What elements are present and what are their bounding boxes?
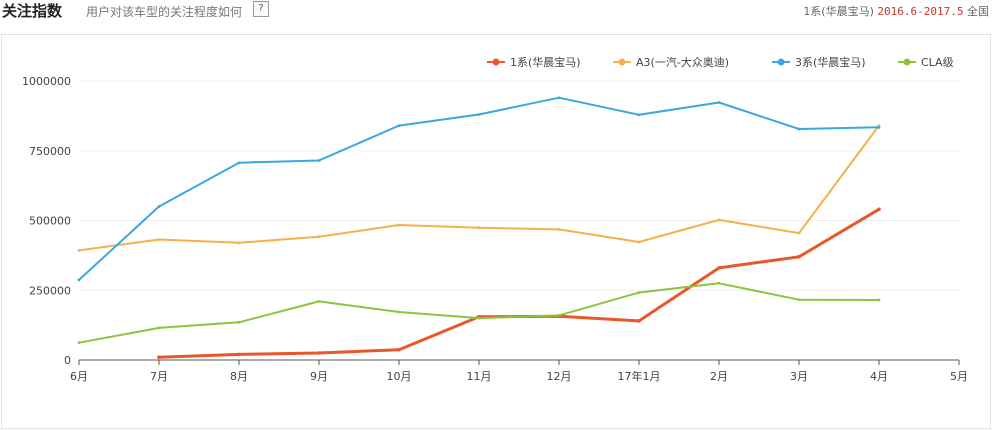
data-point [557,228,561,231]
x-tick-label: 9月 [310,370,328,383]
x-tick-label: 7月 [150,370,168,383]
y-tick-label: 0 [64,354,71,367]
line-chart: 0 250000 500000 750000 1000000 6月 7月 8月 9月 10月 11月… [22,55,968,383]
x-tick-label: 3月 [790,370,808,383]
data-point [717,101,721,104]
data-point [77,278,81,282]
series-line [78,282,880,344]
data-point [317,351,321,355]
data-point [77,248,81,252]
data-point [717,266,721,270]
x-tick-label: 2月 [710,370,728,383]
data-point [637,113,641,117]
page-title: 关注指数 [2,2,63,20]
data-point [877,298,881,302]
range-info: 1系(华晨宝马) 2016.6-2017.5 全国 [803,3,989,19]
legend-label: 1系(华晨宝马) [510,55,581,69]
date-range: 2016.6-2017.5 [877,5,964,18]
data-point [317,159,321,162]
data-point [397,223,401,227]
y-tick-label: 750000 [29,145,71,158]
y-tick-label: 500000 [29,215,71,228]
data-point [237,320,241,324]
data-point [157,238,161,241]
data-point [157,205,161,208]
x-tick-label: 12月 [547,370,572,383]
region-name: 全国 [967,5,989,18]
page-header: 关注指数 用户对该车型的关注程度如何 ? 1系(华晨宝马) 2016.6-201… [0,0,993,22]
data-point [317,235,321,239]
legend-label: 3系(华晨宝马) [795,55,866,69]
legend-marker-dot [903,58,911,66]
page-subtitle: 用户对该车型的关注程度如何 [86,5,243,19]
data-point [637,240,641,244]
chart-panel: 0 250000 500000 750000 1000000 6月 7月 8月 9月 10月 11月… [1,34,991,429]
data-point [397,310,401,314]
data-point [157,326,161,330]
data-point [237,241,241,245]
data-point [717,218,721,222]
data-point [317,300,321,303]
data-point [477,226,481,230]
data-point [477,316,481,320]
x-tick-label: 6月 [70,370,88,383]
data-point [237,352,241,357]
data-point [637,319,641,323]
car-name: 1系(华晨宝马) [803,5,874,18]
series-line [78,124,880,252]
y-tick-label: 250000 [29,284,71,297]
x-tick-label: 10月 [387,370,412,383]
data-point [717,281,721,285]
y-tick-label: 1000000 [22,75,71,88]
data-point [237,161,241,165]
legend-marker-dot [492,58,500,66]
data-point [797,127,801,131]
data-point [797,231,801,235]
data-point [77,341,81,345]
data-point [637,291,641,294]
x-tick-label: 5月 [950,370,968,383]
data-point [477,113,481,116]
data-point [397,347,401,352]
x-tick-label: 8月 [230,370,248,383]
data-point [557,96,561,100]
legend-marker-dot [777,58,785,66]
series-line [78,96,880,281]
x-tick-label: 17年1月 [618,369,661,383]
legend-label: CLA级 [921,56,954,69]
legend-marker-dot [618,58,626,66]
x-tick-label: 4月 [870,370,888,383]
data-point [877,207,881,212]
legend-label: A3(一汽-大众奥迪) [636,55,729,69]
data-point [877,125,881,129]
data-point [797,298,801,302]
data-point [797,254,801,259]
help-button[interactable]: ? [253,1,269,17]
series-line [157,207,881,359]
data-point [557,313,561,317]
data-point [157,355,161,360]
x-tick-label: 11月 [467,370,492,383]
data-point [397,124,401,128]
